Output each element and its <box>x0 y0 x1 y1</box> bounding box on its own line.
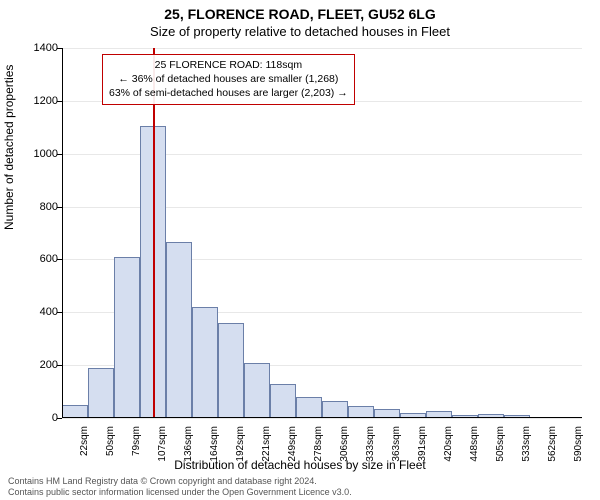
histogram-bar <box>218 323 244 418</box>
ytick-label: 1400 <box>18 42 58 54</box>
chart-subtitle: Size of property relative to detached ho… <box>0 22 600 39</box>
xtick-label: 278sqm <box>313 426 324 462</box>
xtick-label: 79sqm <box>131 426 142 456</box>
xtick-label: 533sqm <box>521 426 532 462</box>
histogram-bar <box>296 397 322 418</box>
xtick-label: 333sqm <box>365 426 376 462</box>
xtick-label: 363sqm <box>391 426 402 462</box>
histogram-bar <box>88 368 114 418</box>
xtick-label: 306sqm <box>339 426 350 462</box>
ytick-label: 400 <box>18 306 58 318</box>
histogram-bar <box>114 257 140 418</box>
y-axis-label: Number of detached properties <box>2 65 16 230</box>
plot-surface: 020040060080010001200140022sqm50sqm79sqm… <box>62 48 582 418</box>
xtick-label: 136sqm <box>183 426 194 462</box>
ytick-label: 1000 <box>18 148 58 160</box>
ytick-label: 0 <box>18 412 58 424</box>
gridline <box>62 418 582 419</box>
legend-line-2: ← 36% of detached houses are smaller (1,… <box>109 72 348 86</box>
xtick-label: 590sqm <box>573 426 584 462</box>
xtick-label: 50sqm <box>105 426 116 456</box>
xtick-label: 192sqm <box>235 426 246 462</box>
xtick-label: 221sqm <box>261 426 272 462</box>
ytick-label: 600 <box>18 253 58 265</box>
legend-line-1: 25 FLORENCE ROAD: 118sqm <box>109 58 348 72</box>
xtick-label: 107sqm <box>157 426 168 462</box>
ytick-label: 200 <box>18 359 58 371</box>
footer-line-2: Contains public sector information licen… <box>8 487 352 498</box>
footer-line-1: Contains HM Land Registry data © Crown c… <box>8 476 352 487</box>
chart-title: 25, FLORENCE ROAD, FLEET, GU52 6LG <box>0 0 600 22</box>
xtick-label: 505sqm <box>495 426 506 462</box>
xtick-label: 22sqm <box>79 426 90 456</box>
x-axis-line <box>62 417 582 418</box>
xtick-label: 391sqm <box>417 426 428 462</box>
xtick-label: 448sqm <box>469 426 480 462</box>
histogram-bar <box>244 363 270 419</box>
xtick-label: 164sqm <box>209 426 220 462</box>
ytick-label: 800 <box>18 201 58 213</box>
legend-box: 25 FLORENCE ROAD: 118sqm← 36% of detache… <box>102 54 355 105</box>
histogram-bar <box>166 242 192 418</box>
chart-container: 25, FLORENCE ROAD, FLEET, GU52 6LG Size … <box>0 0 600 500</box>
histogram-bar <box>270 384 296 418</box>
histogram-bar <box>192 307 218 418</box>
legend-line-3: 63% of semi-detached houses are larger (… <box>109 86 348 100</box>
x-axis-label: Distribution of detached houses by size … <box>0 458 600 472</box>
xtick-label: 562sqm <box>547 426 558 462</box>
xtick-label: 420sqm <box>443 426 454 462</box>
plot-area: 020040060080010001200140022sqm50sqm79sqm… <box>62 48 582 418</box>
xtick-label: 249sqm <box>287 426 298 462</box>
gridline <box>62 48 582 49</box>
ytick-label: 1200 <box>18 95 58 107</box>
footer-attribution: Contains HM Land Registry data © Crown c… <box>8 476 352 498</box>
histogram-bar <box>322 401 348 418</box>
y-axis-line <box>62 48 63 418</box>
